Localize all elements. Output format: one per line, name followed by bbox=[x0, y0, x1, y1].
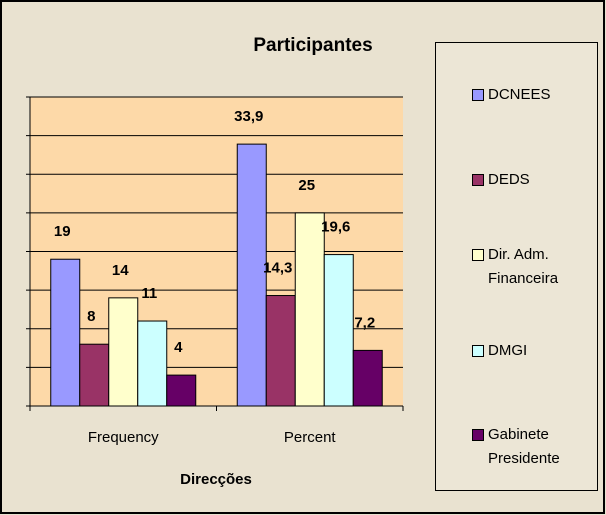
legend-item: Gabinete Presidente bbox=[472, 423, 583, 471]
legend-item: DMGI bbox=[472, 339, 583, 363]
legend-label: DCNEES bbox=[488, 86, 551, 103]
data-label: 14 bbox=[112, 262, 129, 279]
data-label: 14,3 bbox=[263, 260, 292, 277]
data-label: 19,6 bbox=[321, 219, 350, 236]
legend-swatch bbox=[472, 345, 484, 357]
legend-swatch bbox=[472, 249, 484, 261]
x-tick-label: Frequency bbox=[88, 429, 159, 446]
legend-swatch bbox=[472, 89, 484, 101]
bar bbox=[236, 143, 267, 407]
bar bbox=[323, 254, 354, 407]
x-tick-label: Percent bbox=[284, 429, 337, 446]
x-axis-label: Direcções bbox=[180, 471, 252, 488]
legend-label: Gabinete Presidente bbox=[488, 426, 560, 467]
data-label: 33,9 bbox=[234, 108, 263, 125]
bar bbox=[294, 212, 325, 407]
bar bbox=[79, 343, 110, 407]
bar bbox=[352, 349, 383, 407]
legend-item: Dir. Adm. Financeira bbox=[472, 243, 583, 291]
legend-label: DMGI bbox=[488, 342, 528, 359]
bar bbox=[265, 295, 296, 407]
data-label: 19 bbox=[54, 223, 71, 240]
legend-swatch bbox=[472, 429, 484, 441]
data-label: 8 bbox=[87, 308, 95, 325]
data-label: 7,2 bbox=[354, 314, 375, 331]
legend: DCNEES DEDS Dir. Adm. Financeira DMGI Gabine… bbox=[435, 42, 598, 491]
bar bbox=[166, 374, 197, 407]
legend-item: DEDS bbox=[472, 168, 583, 192]
legend-item: DCNEES bbox=[472, 83, 583, 107]
legend-swatch bbox=[472, 174, 484, 186]
data-label: 25 bbox=[298, 177, 315, 194]
data-label: 11 bbox=[141, 285, 157, 302]
chart-title: Participantes bbox=[253, 35, 372, 56]
data-label: 4 bbox=[174, 339, 183, 356]
bar bbox=[137, 320, 168, 407]
legend-label: Dir. Adm. Financeira bbox=[488, 246, 559, 287]
bar bbox=[50, 258, 81, 407]
bar bbox=[108, 297, 139, 407]
legend-label: DEDS bbox=[488, 171, 530, 188]
